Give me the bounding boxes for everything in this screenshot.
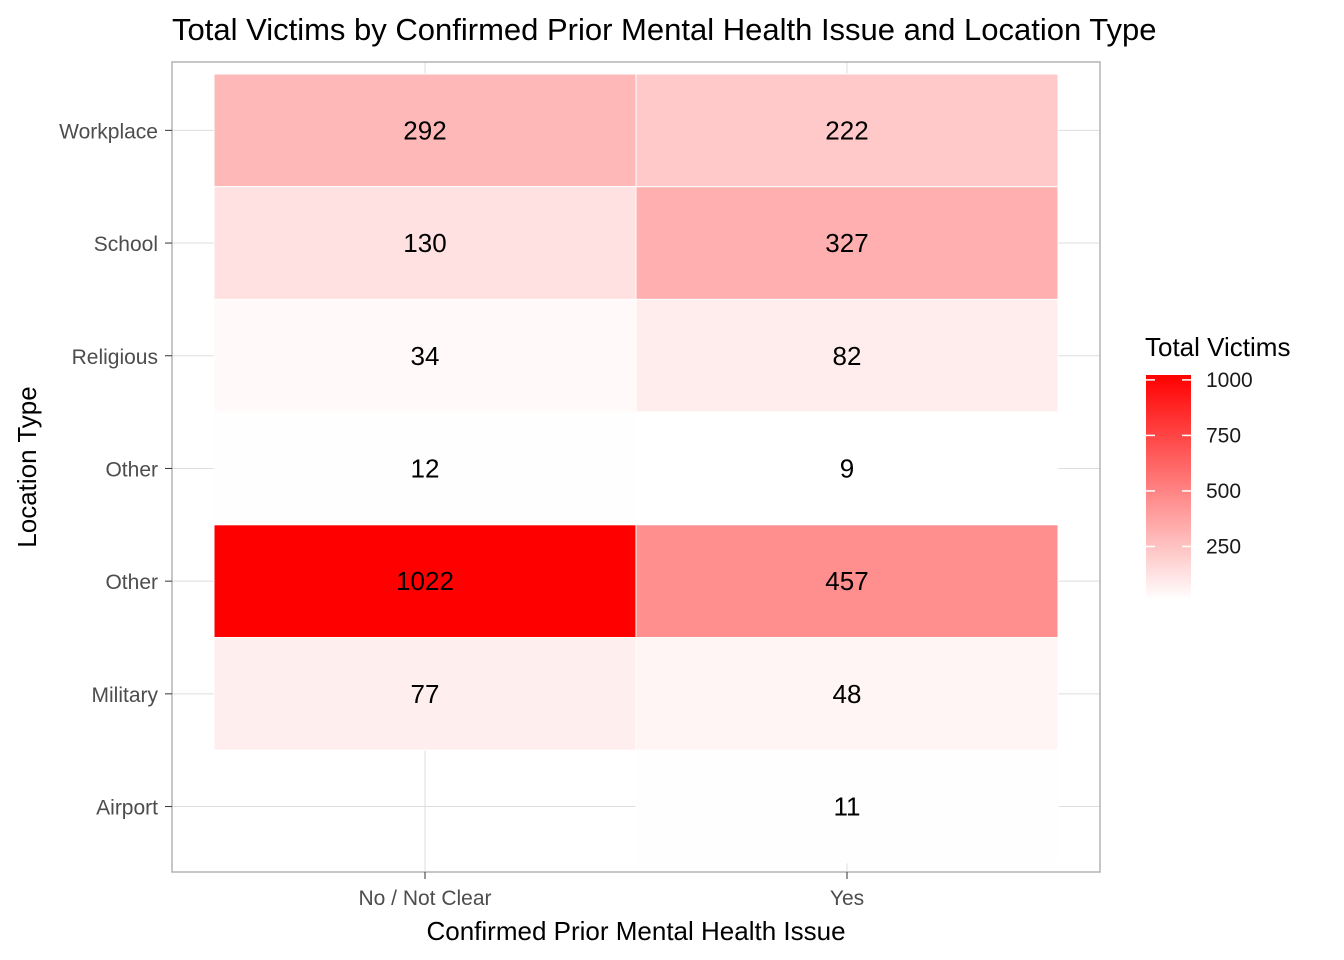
legend-tick-label: 750 <box>1206 424 1241 447</box>
cell-value-label: 292 <box>403 115 446 145</box>
legend-tick-label: 1000 <box>1206 369 1253 392</box>
y-tick-label: Other <box>105 571 158 594</box>
cell-value-label: 11 <box>834 792 861 822</box>
y-tick-label: Military <box>92 684 159 707</box>
y-tick-label: Other <box>105 458 158 481</box>
x-axis-ticks: No / Not Clear Yes <box>358 872 864 910</box>
cell-value-label: 48 <box>833 679 862 709</box>
x-tick-label: No / Not Clear <box>358 887 491 910</box>
x-axis-title: Confirmed Prior Mental Health Issue <box>426 916 845 946</box>
cell-value-label: 327 <box>825 228 868 258</box>
heatmap-cell <box>635 524 1059 638</box>
legend-ticks: 250 500 750 1000 <box>1146 369 1253 558</box>
y-axis-ticks: Workplace School Religious Other Other Milita… <box>59 120 172 820</box>
cell-value-label: 77 <box>411 679 440 709</box>
legend-tick-label: 250 <box>1206 535 1241 558</box>
y-tick-label: Religious <box>72 346 158 369</box>
legend-title: Total Victims <box>1145 332 1290 362</box>
chart-title: Total Victims by Confirmed Prior Mental … <box>172 12 1156 47</box>
y-tick-label: Airport <box>96 797 158 820</box>
cell-value-label: 34 <box>411 341 440 371</box>
cell-value-label: 130 <box>403 228 446 258</box>
x-tick-label: Yes <box>830 887 864 910</box>
legend-tick-label: 500 <box>1206 480 1241 503</box>
panel-border <box>171 61 1101 873</box>
heatmap-cell <box>635 411 1059 526</box>
cell-value-label: 222 <box>825 115 868 145</box>
heatmap-cell <box>635 749 1059 864</box>
heatmap-cell <box>635 298 1059 413</box>
heatmap-cell <box>213 637 637 751</box>
y-axis-title: Location Type <box>12 386 42 547</box>
heatmap-cell <box>635 637 1059 751</box>
legend: Total Victims 250 500 750 1000 <box>1145 332 1290 600</box>
heatmap-cell <box>213 411 637 526</box>
cell-value-label: 457 <box>825 566 868 596</box>
heatmap-cell <box>635 73 1059 188</box>
legend-colorbar <box>1146 375 1191 600</box>
y-tick-label: Workplace <box>59 120 158 143</box>
cell-value-label: 1022 <box>396 566 454 596</box>
cell-value-label: 9 <box>840 453 854 483</box>
heatmap-cell <box>213 524 637 638</box>
heatmap-cells: 292 222 130 327 34 82 12 9 1022 457 77 48 11 <box>213 73 1059 864</box>
cell-value-label: 82 <box>833 341 862 371</box>
cell-value-label: 12 <box>411 453 440 483</box>
y-tick-label: School <box>94 233 158 256</box>
